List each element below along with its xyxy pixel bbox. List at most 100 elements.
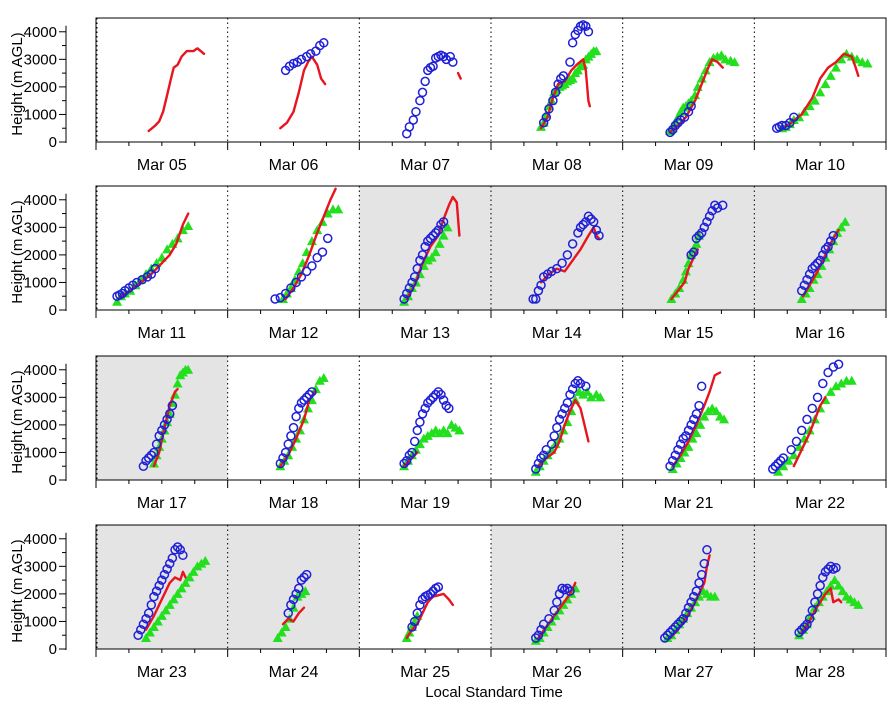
date-label: Mar 28 (795, 664, 845, 681)
triangle-point (836, 378, 847, 388)
circle-point (304, 389, 315, 400)
circle-point (675, 439, 686, 449)
circle-point (415, 417, 425, 427)
circle-point (428, 230, 438, 241)
circle-point (562, 398, 573, 408)
panel-shading (754, 525, 886, 649)
circle-point (544, 613, 554, 624)
circle-point (408, 115, 419, 125)
circle-point (823, 241, 833, 252)
y-axis-title: Height (m AGL) (9, 32, 26, 135)
triangle-point (820, 79, 831, 89)
circle-point (162, 414, 172, 425)
triangle-point (691, 238, 702, 248)
date-label: Mar 07 (400, 157, 450, 174)
circle-point (412, 425, 423, 436)
circle-point (588, 217, 599, 227)
triangle-point (277, 293, 288, 303)
circle-point (804, 269, 815, 279)
triangle-point (729, 57, 740, 67)
line-series (800, 587, 843, 634)
circle-point (549, 431, 559, 441)
triangle-point (180, 577, 191, 587)
triangle-point (846, 375, 857, 385)
circle-point (554, 414, 565, 425)
circle-point (562, 250, 573, 260)
circle-point (538, 117, 549, 128)
circle-point (531, 464, 541, 474)
circle-point (533, 458, 544, 469)
circle-point (401, 288, 412, 299)
circle-point (141, 613, 151, 624)
circle-point (409, 272, 420, 282)
triangle-point (699, 411, 710, 421)
line-series (792, 396, 827, 468)
circle-point (578, 219, 588, 230)
circle-point (541, 444, 552, 455)
triangle-point (160, 605, 171, 615)
circle-point (417, 87, 428, 98)
circle-point (146, 600, 157, 610)
circle-point (818, 378, 828, 389)
circle-point (132, 277, 142, 288)
triangle-point (183, 364, 194, 374)
circle-point (556, 73, 566, 84)
circle-point (430, 389, 441, 400)
triangle-point (567, 73, 578, 83)
circle-point (807, 403, 818, 414)
panel-mar-11 (112, 212, 194, 306)
circle-point (675, 616, 686, 627)
circle-point (673, 444, 683, 455)
circle-point (583, 27, 594, 37)
circle-point (157, 425, 167, 436)
circle-point (562, 583, 573, 594)
panel-shading (622, 186, 755, 310)
circle-point (581, 21, 591, 32)
circle-point (558, 71, 569, 81)
panel-mar-17 (138, 364, 194, 471)
circle-point (683, 602, 694, 613)
panel-mar-05 (147, 47, 206, 133)
date-label: Mar 15 (664, 325, 714, 342)
circle-point (686, 420, 696, 430)
panel-shading (227, 525, 360, 649)
triangle-point (272, 632, 283, 642)
circle-point (425, 233, 436, 244)
circle-point (696, 381, 707, 392)
circle-point (528, 294, 538, 304)
circle-point (294, 583, 304, 594)
circle-point (531, 294, 541, 304)
circle-point (702, 217, 712, 227)
circle-point (546, 439, 557, 449)
circle-point (404, 283, 415, 293)
circle-point (294, 403, 304, 414)
date-label: Mar 23 (137, 664, 187, 681)
circle-point (770, 461, 781, 471)
circle-point (312, 252, 322, 263)
circle-point (810, 261, 820, 271)
circle-point (828, 230, 839, 241)
circle-point (149, 447, 159, 458)
circle-point (409, 616, 420, 627)
date-label: Mar 06 (269, 157, 319, 174)
triangle-point (830, 62, 841, 72)
circle-point (417, 250, 428, 260)
line-series (671, 371, 722, 468)
line-series (118, 212, 190, 299)
y-tick-label: 3000 (24, 558, 57, 575)
triangle-point (164, 599, 175, 609)
circle-point (150, 263, 160, 274)
circle-point (291, 277, 301, 288)
circle-point (288, 422, 299, 433)
triangle-point (152, 616, 163, 626)
circle-point (415, 255, 425, 266)
circle-point (415, 600, 425, 610)
circle-point (428, 392, 438, 403)
date-label: Mar 24 (269, 664, 319, 681)
circle-point (143, 608, 154, 618)
triangle-point (162, 244, 173, 254)
y-tick-label: 2000 (24, 79, 57, 96)
circle-point (404, 450, 415, 460)
